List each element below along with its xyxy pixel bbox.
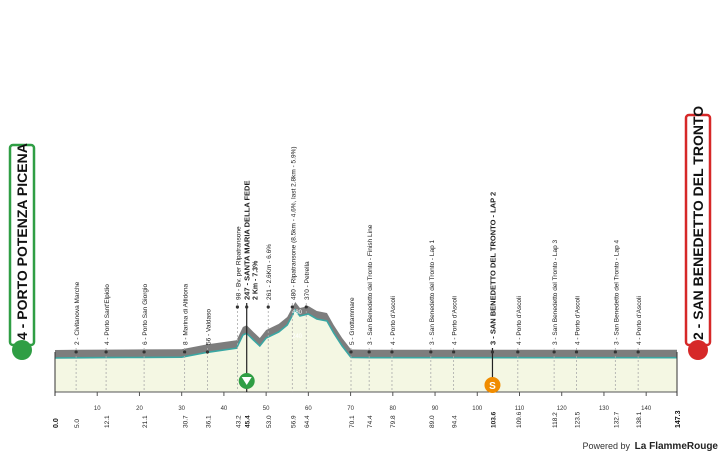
- waypoint-dot: [74, 350, 78, 354]
- waypoint-km: 138.1: [636, 411, 643, 428]
- waypoint-note: 2 Km - 7.3%: [253, 260, 260, 300]
- waypoint-dot: [104, 350, 108, 354]
- waypoint-dot: [205, 350, 210, 354]
- finish-icon: [688, 340, 708, 360]
- waypoint-dot: [574, 350, 579, 354]
- waypoint-label: 370 - Petrella: [304, 261, 311, 300]
- waypoint-dot: [290, 305, 294, 309]
- altitude-label: 240: [292, 334, 303, 340]
- waypoint-label: 4 - Porto Sant'Elpidio: [104, 284, 111, 345]
- waypoint-dot: [552, 350, 556, 354]
- finish-label: 2 - SAN BENEDETTO DEL TRONTO: [690, 106, 706, 340]
- waypoint-dot: [304, 305, 308, 309]
- waypoint-dot: [516, 350, 520, 354]
- distance-label: 30: [178, 406, 185, 412]
- waypoint-km: 103.6: [490, 411, 497, 428]
- waypoint-km: 118.2: [552, 412, 559, 428]
- waypoint-label: 4 - Porto d'Ascoli: [452, 296, 459, 345]
- waypoint-label: 3 - San Benedetto del Tronto - Lap 3: [552, 239, 559, 345]
- waypoint-dot: [245, 305, 249, 309]
- waypoint-km: 36.1: [205, 415, 212, 428]
- altitude-label: 480: [292, 310, 303, 316]
- waypoint-dot: [235, 305, 240, 309]
- waypoint-label: 3 - San Benedetto del Tronto - Lap 4: [613, 239, 620, 345]
- waypoint-km: 94.4: [452, 415, 459, 428]
- waypoint-label: 3 - San Benedetto del Tronto - Lap 1: [429, 239, 436, 345]
- distance-label: 40: [221, 406, 228, 412]
- start-km: 0.0: [53, 418, 60, 428]
- profile-line: [54, 308, 677, 359]
- waypoint-km: 12.1: [104, 415, 111, 428]
- waypoint-label: 2 - Civitanova Marche: [74, 281, 81, 345]
- distance-label: 60: [305, 406, 312, 412]
- distance-label: 10: [94, 406, 101, 412]
- waypoint-dot: [636, 350, 640, 354]
- waypoint-label: 261 - 2.6Km - 6.6%: [266, 244, 273, 300]
- distance-label: 70: [347, 406, 354, 412]
- kom-triangle: [241, 377, 252, 385]
- distance-label: 50: [263, 406, 270, 412]
- waypoint-km: 30.7: [183, 415, 190, 428]
- waypoint-km: 109.6: [516, 411, 523, 428]
- waypoint-label: 4 - Porto d'Ascoli: [575, 296, 582, 345]
- waypoint-km: 53.0: [266, 415, 273, 428]
- waypoint-km: 45.4: [245, 415, 252, 428]
- distance-label: 90: [432, 406, 439, 412]
- waypoint-km: 89.0: [429, 415, 436, 428]
- waypoint-label: 56 - Valdaso: [205, 309, 212, 345]
- sprint-label: S: [489, 381, 496, 392]
- waypoint-km: 56.9: [290, 415, 297, 428]
- waypoint-dot: [183, 350, 187, 354]
- waypoint-dot: [349, 350, 353, 354]
- waypoint-label: 247 - SANTA MARIA DELLA FEDE: [243, 181, 252, 300]
- ground: [55, 310, 677, 392]
- waypoint-km: 21.1: [142, 415, 149, 428]
- distance-label: 140: [641, 406, 652, 412]
- distance-label: 120: [557, 406, 568, 412]
- waypoint-km: 132.7: [613, 411, 620, 428]
- waypoint-km: 123.5: [575, 411, 582, 428]
- waypoint-km: 43.2: [235, 415, 242, 428]
- waypoint-label: 4 - Porto d'Ascoli: [516, 296, 523, 345]
- waypoint-dot: [390, 350, 394, 354]
- distance-label: 80: [389, 406, 396, 412]
- waypoint-dot: [367, 350, 371, 354]
- waypoint-label: 5 - Grottammare: [349, 297, 356, 345]
- waypoint-km: 74.4: [367, 415, 374, 428]
- distance-label: 130: [599, 406, 610, 412]
- start-label: 4 - PORTO POTENZA PICENA: [14, 143, 30, 340]
- waypoint-dot: [613, 350, 617, 354]
- start-icon: [12, 340, 32, 360]
- distance-label: 100: [472, 406, 483, 412]
- waypoint-km: 5.0: [74, 419, 81, 428]
- waypoint-label: 4 - Porto d'Ascoli: [390, 296, 397, 345]
- waypoint-label: 4 - Porto d'Ascoli: [636, 296, 643, 345]
- sprint-icon: [484, 377, 501, 393]
- waypoint-label: 480 - Ripatransone (8.5km - 4.6%, last 2…: [290, 146, 297, 300]
- distance-label: 110: [515, 406, 525, 412]
- powered-by: Powered by: [582, 441, 630, 451]
- waypoint-dot: [266, 305, 270, 309]
- waypoint-label: 98 - Bv. per Ripatransone: [235, 226, 242, 300]
- finish-km: 147.3: [675, 410, 682, 428]
- waypoint-label: 8 - Marina di Altidona: [183, 284, 190, 345]
- waypoint-dot: [142, 350, 146, 354]
- waypoint-dot: [452, 350, 456, 354]
- waypoint-label: 6 - Porto San Giorgio: [142, 284, 149, 345]
- waypoint-km: 79.8: [390, 415, 397, 428]
- waypoint-label: 3 - San Benedetto del Tronto - Finish Li…: [367, 224, 374, 345]
- distance-label: 20: [136, 406, 143, 412]
- waypoint-dot: [490, 350, 495, 354]
- waypoint-km: 70.1: [349, 415, 356, 428]
- waypoint-km: 64.4: [304, 415, 311, 428]
- waypoint-label: 3 - SAN BENEDETTO DEL TRONTO - LAP 2: [488, 192, 497, 345]
- waypoint-dot: [429, 350, 433, 354]
- brand: La FlammeRouge: [635, 441, 719, 452]
